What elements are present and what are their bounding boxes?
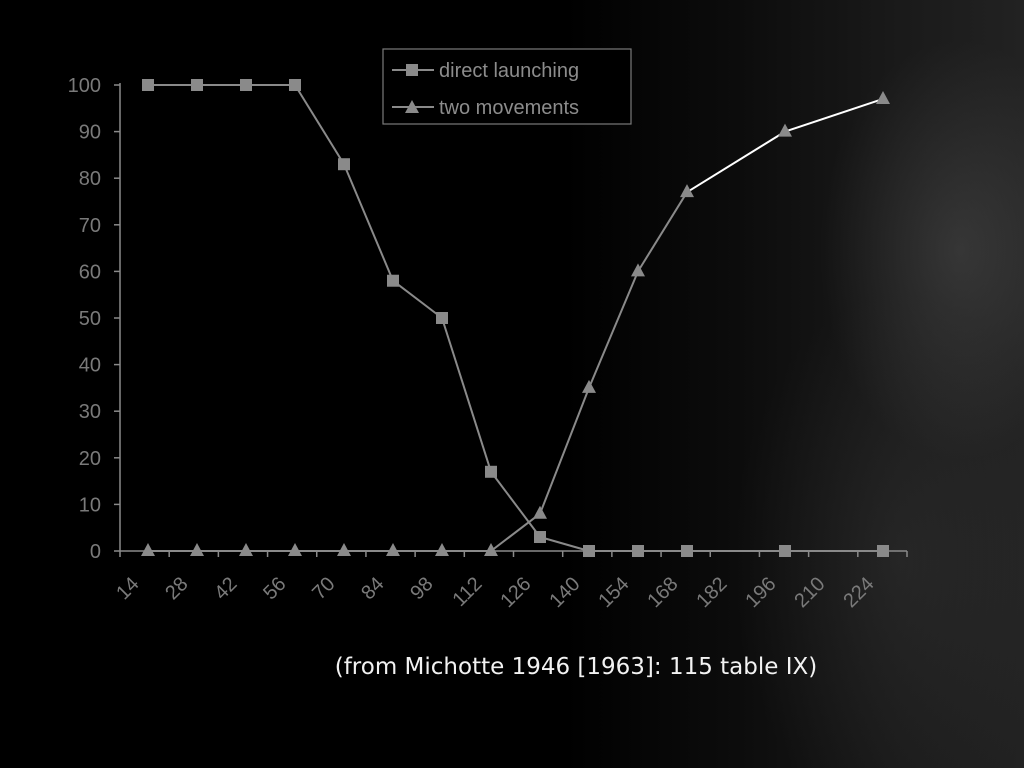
data-point-direct-launching xyxy=(240,79,252,91)
line-chart: 0 10 20 30 40 50 60 70 80 90 100 14 28 42 56 70 84 98 112… xyxy=(68,48,908,612)
y-tick-label: 10 xyxy=(79,494,101,516)
series-line-direct-launching xyxy=(392,279,443,319)
data-point-direct-launching xyxy=(191,79,203,91)
data-point-direct-launching xyxy=(338,158,350,171)
series-line-two-movements xyxy=(686,130,786,194)
data-point-direct-launching xyxy=(877,545,889,557)
legend-label-direct-launching: direct launching xyxy=(439,60,579,82)
data-point-two-movements xyxy=(876,90,890,104)
legend-box xyxy=(382,48,632,125)
y-axis-tick-labels: 0 10 20 30 40 50 60 70 80 90 100 xyxy=(68,75,101,563)
y-tick-label: 100 xyxy=(68,75,101,97)
series-markers xyxy=(141,79,890,557)
series-line-direct-launching xyxy=(343,163,394,282)
series-line-direct-launching xyxy=(490,471,541,538)
series-line-two-movements xyxy=(588,271,639,389)
data-point-direct-launching xyxy=(142,79,154,91)
x-tick-label: 28 xyxy=(161,573,192,604)
y-tick-label: 90 xyxy=(79,122,101,144)
x-tick-label: 98 xyxy=(406,573,437,604)
data-point-two-movements xyxy=(141,543,155,556)
data-point-two-movements xyxy=(680,184,694,198)
data-point-two-movements xyxy=(386,543,400,556)
data-point-direct-launching xyxy=(632,545,644,557)
data-point-direct-launching xyxy=(436,312,448,324)
series-line-two-movements xyxy=(539,387,590,515)
data-point-direct-launching xyxy=(485,465,497,478)
x-tick-label: 14 xyxy=(112,573,143,604)
data-point-two-movements xyxy=(337,543,351,556)
x-tick-label: 224 xyxy=(839,573,878,612)
series-line-direct-launching xyxy=(294,84,345,165)
chart-legend: direct launching two movements xyxy=(382,48,632,125)
data-point-two-movements xyxy=(239,543,253,556)
y-tick-label: 50 xyxy=(79,308,101,330)
data-point-two-movements xyxy=(582,379,596,393)
x-axis-tick-labels: 14 28 42 56 70 84 98 112 126 140 154 168 182 196 210 22… xyxy=(112,573,878,612)
chart-axes xyxy=(114,83,908,557)
y-tick-label: 70 xyxy=(79,215,101,237)
y-tick-label: 60 xyxy=(79,261,101,283)
x-tick-label: 70 xyxy=(308,573,339,604)
x-tick-label: 112 xyxy=(448,573,486,611)
data-point-direct-launching xyxy=(779,545,791,557)
series-line-direct-launching xyxy=(441,317,492,473)
data-point-direct-launching xyxy=(534,531,546,544)
x-tick-label: 140 xyxy=(545,573,584,612)
series-line-direct-launching xyxy=(539,536,590,552)
data-point-two-movements xyxy=(533,505,547,519)
series-line-two-movements xyxy=(637,191,688,272)
x-tick-label: 196 xyxy=(741,573,780,612)
data-point-two-movements xyxy=(435,543,449,556)
legend-label-two-movements: two movements xyxy=(439,97,579,119)
data-point-two-movements xyxy=(631,263,645,277)
data-point-two-movements xyxy=(778,123,792,137)
data-point-two-movements xyxy=(484,543,498,556)
x-tick-label: 182 xyxy=(692,573,731,612)
x-tick-label: 210 xyxy=(790,573,829,612)
legend-marker-triangle xyxy=(405,100,419,113)
data-point-direct-launching xyxy=(387,274,399,287)
y-tick-label: 40 xyxy=(79,355,101,377)
x-tick-label: 56 xyxy=(259,573,290,604)
x-tick-label: 42 xyxy=(210,573,241,604)
series-line-two-movements xyxy=(784,98,884,133)
data-point-direct-launching xyxy=(289,79,301,91)
series-line-two-movements xyxy=(490,512,541,552)
series-lines xyxy=(148,84,884,552)
y-tick-label: 20 xyxy=(79,448,101,470)
y-tick-label: 80 xyxy=(79,168,101,190)
data-point-two-movements xyxy=(288,543,302,556)
y-tick-label: 30 xyxy=(79,401,101,423)
x-tick-label: 84 xyxy=(357,573,388,604)
x-tick-label: 168 xyxy=(643,573,682,612)
x-tick-label: 126 xyxy=(496,573,535,612)
data-point-direct-launching xyxy=(681,545,693,557)
legend-marker-square xyxy=(406,64,418,76)
data-point-two-movements xyxy=(190,543,204,556)
source-caption: (from Michotte 1946 [1963]: 115 table IX… xyxy=(334,654,818,680)
y-tick-label: 0 xyxy=(90,541,101,563)
data-point-direct-launching xyxy=(583,545,595,557)
x-tick-label: 154 xyxy=(594,573,633,612)
